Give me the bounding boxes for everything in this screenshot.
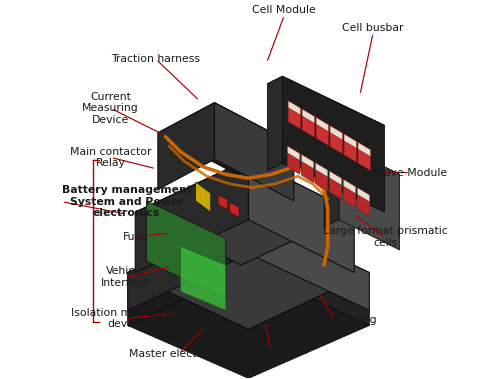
Polygon shape [324,144,400,182]
Polygon shape [358,142,370,171]
Polygon shape [158,103,294,174]
Polygon shape [128,216,248,310]
Polygon shape [218,195,228,210]
Polygon shape [330,171,342,199]
Polygon shape [316,117,329,132]
Text: Slave Module: Slave Module [374,168,447,177]
Text: Vehicle
Interface: Vehicle Interface [101,266,150,288]
Polygon shape [357,188,370,202]
Text: Large format prismatic
cells: Large format prismatic cells [323,226,448,247]
Polygon shape [344,134,356,148]
Polygon shape [315,163,328,191]
Polygon shape [128,254,248,326]
Text: Isolation monitoring
device: Isolation monitoring device [71,308,180,329]
Polygon shape [282,76,385,212]
Text: Master electronics: Master electronics [129,349,229,359]
Polygon shape [330,171,342,185]
Polygon shape [330,126,342,154]
Polygon shape [215,103,294,201]
Text: Current
Measuring
Device: Current Measuring Device [83,92,139,125]
Polygon shape [316,117,329,146]
Text: Main contactor
Relay: Main contactor Relay [70,147,152,168]
Polygon shape [135,159,354,265]
Polygon shape [302,109,315,137]
Polygon shape [339,144,400,250]
Polygon shape [135,159,248,273]
Polygon shape [128,216,369,329]
Polygon shape [358,142,370,157]
Polygon shape [158,103,215,190]
Polygon shape [302,109,315,123]
Text: Battery management
System and Power
electronics: Battery management System and Power elec… [62,185,191,218]
Polygon shape [315,163,328,177]
Polygon shape [267,76,385,133]
Polygon shape [248,216,369,310]
Polygon shape [196,182,211,212]
Text: Slave harness: Slave harness [233,346,308,356]
Polygon shape [301,154,314,183]
Polygon shape [288,101,301,115]
Polygon shape [287,146,300,160]
Polygon shape [230,202,239,217]
Text: Cell busbar: Cell busbar [342,23,404,33]
Text: External casing: External casing [293,315,376,325]
Polygon shape [128,269,369,378]
Polygon shape [330,126,342,140]
Polygon shape [301,154,314,169]
Polygon shape [287,146,300,174]
Polygon shape [248,159,354,273]
Polygon shape [180,246,226,310]
Polygon shape [344,134,356,162]
Text: Cell Module: Cell Module [252,5,316,15]
Polygon shape [324,144,339,227]
Polygon shape [248,254,369,326]
Polygon shape [357,188,370,216]
Text: Traction harness: Traction harness [111,54,200,64]
Polygon shape [343,179,356,194]
Text: Fuse: Fuse [123,232,148,242]
Polygon shape [267,76,282,171]
Polygon shape [343,179,356,208]
Polygon shape [147,201,226,299]
Polygon shape [288,101,301,129]
